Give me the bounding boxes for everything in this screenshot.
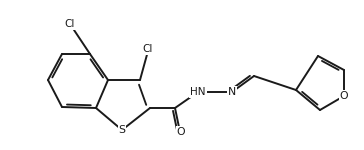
- Text: O: O: [340, 91, 348, 101]
- Text: O: O: [177, 127, 185, 137]
- Text: Cl: Cl: [143, 44, 153, 54]
- Text: S: S: [119, 125, 126, 135]
- Text: HN: HN: [190, 87, 206, 97]
- Text: Cl: Cl: [65, 19, 75, 29]
- Text: N: N: [228, 87, 236, 97]
